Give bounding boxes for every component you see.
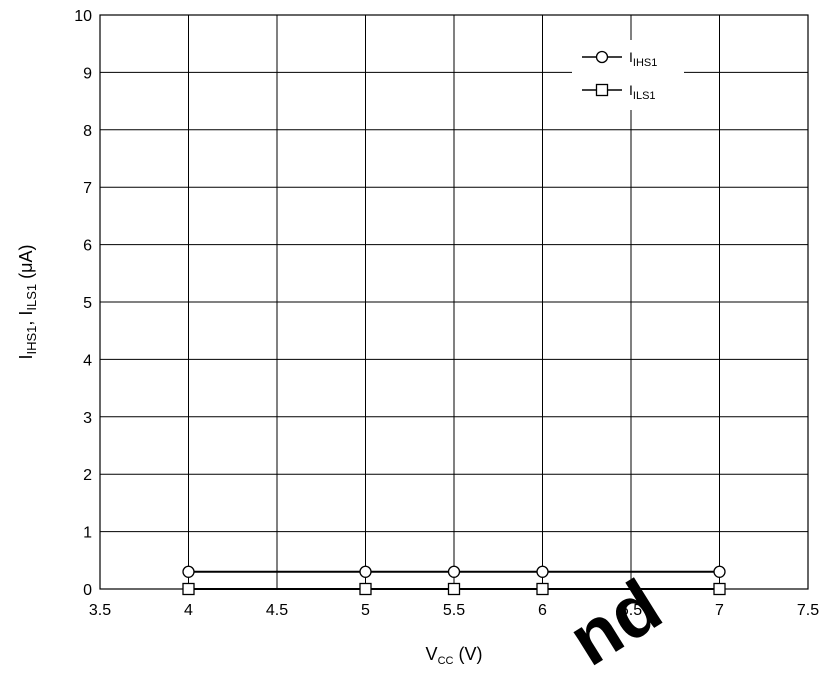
x-tick-label: 4.5	[266, 602, 288, 619]
legend: IIHS1 IILS1	[572, 40, 684, 110]
legend-entry-ihs1: IIHS1	[582, 49, 657, 69]
x-tick-label: 6.5	[620, 602, 642, 619]
data-point-square	[536, 582, 549, 596]
legend-label-ihs1: IIHS1	[629, 49, 657, 69]
x-tick-label: 6	[538, 602, 547, 619]
x-tick-label: 5.5	[443, 602, 465, 619]
x-axis-title: VCC (V)	[426, 644, 483, 667]
y-tick-label: 5	[83, 295, 92, 312]
series-layer	[182, 565, 726, 596]
x-tick-label: 7	[715, 602, 724, 619]
x-tick-label: 4	[184, 602, 193, 619]
legend-entry-ils1: IILS1	[582, 82, 656, 102]
data-point-circle	[536, 565, 549, 578]
data-point-circle	[447, 565, 461, 578]
data-point-circle	[182, 565, 195, 578]
y-tick-label: 3	[83, 410, 92, 427]
y-tick-label: 10	[74, 8, 92, 25]
data-point-square	[447, 582, 461, 596]
legend-label-ils1: IILS1	[629, 82, 656, 102]
y-axis-title: IIHS1, IILS1 (μA)	[16, 244, 39, 359]
x-tick-label: 5	[361, 602, 370, 619]
watermark: nd	[554, 563, 675, 675]
y-tick-label: 4	[83, 352, 92, 369]
y-tick-label: 2	[83, 467, 92, 484]
y-tick-label: 0	[83, 582, 92, 599]
x-tick-label: 3.5	[89, 602, 111, 619]
y-tick-label: 8	[83, 123, 92, 140]
legend-marker-circle	[595, 50, 609, 64]
y-tick-label: 7	[83, 180, 92, 197]
y-tick-label: 6	[83, 238, 92, 255]
data-point-circle	[359, 565, 372, 578]
series-ihs1	[182, 565, 726, 578]
x-tick-label: 7.5	[797, 602, 819, 619]
legend-background	[572, 40, 684, 110]
data-point-square	[182, 582, 195, 596]
legend-marker-square	[595, 83, 609, 97]
y-tick-label: 9	[83, 65, 92, 82]
grid	[99, 14, 809, 590]
y-tick-labels: 0 1 2 3 4 5 6 7 8 9 10	[74, 8, 92, 599]
x-tick-labels: 3.5 4 4.5 5 5.5 6 6.5 7 7.5	[89, 602, 819, 619]
data-point-square	[359, 582, 372, 596]
y-tick-label: 1	[83, 525, 92, 542]
series-ils1	[182, 582, 726, 596]
data-point-circle	[713, 565, 726, 578]
data-point-square	[713, 582, 726, 596]
